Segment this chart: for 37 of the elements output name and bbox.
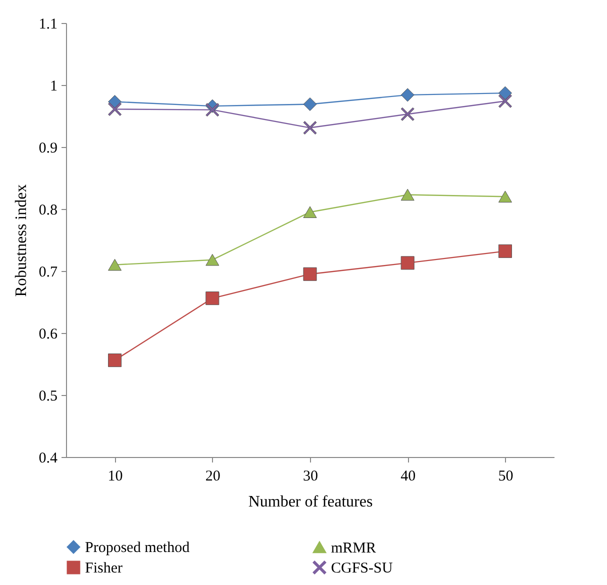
y-tick-label: 0.5: [38, 388, 58, 404]
point: [206, 292, 220, 306]
x-tick-label: 20: [205, 468, 220, 484]
point: [303, 97, 317, 111]
legend-label: Fisher: [85, 560, 123, 576]
y-tick-label: 0.8: [38, 202, 58, 218]
point: [108, 354, 122, 368]
x-axis-title: Number of features: [248, 494, 373, 510]
point: [303, 267, 317, 281]
x-tick-label: 10: [108, 468, 123, 484]
point: [108, 102, 122, 116]
x-tick-label: 50: [498, 468, 514, 484]
point: [108, 258, 122, 271]
point: [303, 121, 317, 135]
point: [498, 244, 512, 258]
point: [498, 190, 512, 202]
y-tick-label: 0.9: [38, 140, 58, 156]
point: [400, 107, 414, 121]
y-tick-label: 0.4: [38, 450, 58, 466]
point: [498, 86, 512, 100]
point: [498, 94, 512, 108]
x-tick-label: 40: [400, 468, 416, 484]
point: [206, 254, 220, 266]
y-tick-label: 0.6: [38, 326, 58, 342]
y-tick-label: 0.7: [38, 264, 58, 280]
point: [303, 206, 317, 218]
y-tick-label: 1: [50, 78, 58, 94]
x-tick-label: 30: [303, 468, 318, 484]
y-tick-label: 1.1: [38, 16, 58, 32]
legend-label: mRMR: [331, 540, 376, 556]
point: [206, 103, 220, 117]
point: [400, 256, 414, 270]
legend-label: CGFS-SU: [331, 560, 393, 576]
legend-label: Proposed method: [85, 540, 190, 556]
point: [400, 88, 414, 102]
point: [400, 188, 414, 201]
y-axis-title: Robustness index: [12, 184, 30, 297]
